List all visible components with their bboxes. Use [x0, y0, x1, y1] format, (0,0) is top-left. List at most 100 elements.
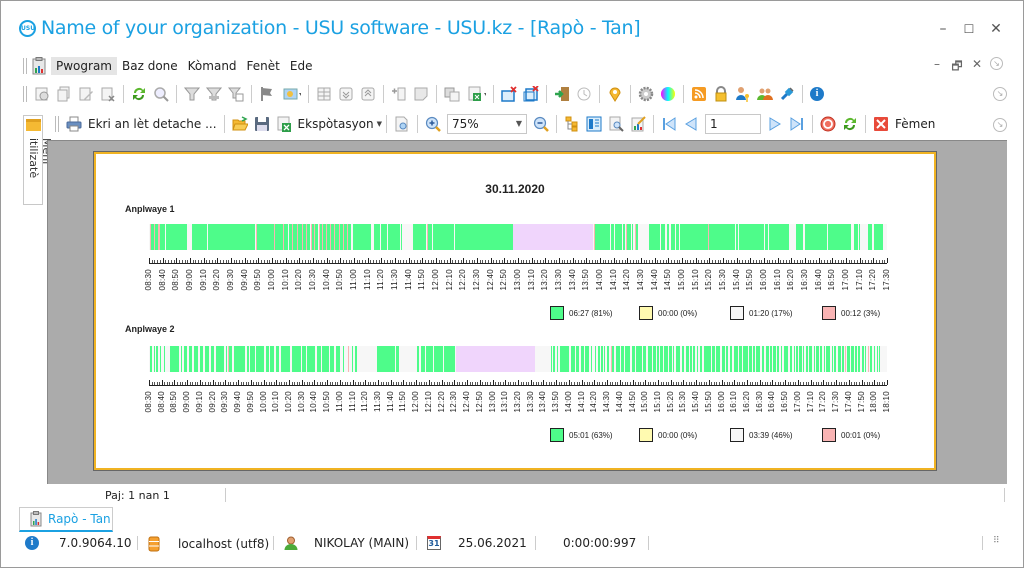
axis-tick — [690, 260, 692, 263]
next-page-icon[interactable] — [767, 116, 783, 132]
copy-icon[interactable] — [56, 86, 72, 102]
zoom-select[interactable]: 75% ▼ — [447, 114, 528, 134]
axis-tick — [769, 382, 771, 385]
filter-check-icon[interactable] — [228, 86, 244, 102]
flag-icon[interactable] — [259, 86, 275, 102]
menu-komand[interactable]: Kòmand — [187, 59, 237, 73]
resize-grip[interactable]: ⠿ — [993, 536, 1000, 546]
previous-page-icon[interactable] — [683, 116, 699, 132]
toolbar-options-icon[interactable]: ↘ — [993, 87, 1007, 101]
add-icon[interactable] — [34, 86, 50, 102]
toolbar-grip[interactable] — [55, 116, 59, 132]
rss-icon[interactable] — [691, 86, 707, 102]
add-row-icon[interactable] — [391, 86, 407, 102]
page-number-value: 1 — [710, 117, 718, 131]
note-icon[interactable] — [413, 86, 429, 102]
mdi-close-button[interactable]: ✕ — [971, 57, 983, 71]
stop-icon[interactable] — [820, 116, 836, 132]
toolbar-grip[interactable] — [23, 86, 27, 102]
toolbar-options-icon[interactable]: ↘ — [993, 118, 1007, 132]
print-button[interactable]: Ekri an lèt detache ... — [63, 116, 220, 132]
tab-rapo-tan[interactable]: Rapò - Tan — [19, 507, 113, 532]
window-close-all-icon[interactable] — [523, 86, 539, 102]
mdi-minimize-button[interactable]: – — [934, 57, 940, 71]
axis-tick — [764, 382, 766, 385]
columns-icon[interactable] — [316, 86, 332, 102]
clock-icon[interactable] — [576, 86, 592, 102]
report-preview-area[interactable]: 30.11.2020 Anplwaye 1 08:30 08:40 08:50 09:0… — [47, 140, 1007, 484]
axis-tick — [563, 382, 565, 385]
refresh-icon[interactable] — [842, 116, 858, 132]
maximize-button[interactable]: ☐ — [963, 22, 975, 36]
timeline-segment-other — [283, 224, 285, 250]
layout-icon[interactable] — [586, 116, 602, 132]
menu-ede[interactable]: Ede — [289, 59, 313, 73]
report-edit-icon[interactable] — [630, 116, 646, 132]
mdi-restore-button[interactable]: 🗗 — [951, 59, 963, 73]
page-preview-icon[interactable] — [394, 116, 410, 132]
tick-label: 11:50 — [398, 391, 408, 412]
tick-label: 13:20 — [540, 269, 550, 291]
color-wheel-icon[interactable] — [660, 86, 676, 102]
axis-tick — [380, 382, 382, 385]
menu-fenet[interactable]: Fenèt — [246, 59, 280, 73]
menu-pwogram[interactable]: Pwogram — [51, 57, 117, 75]
settings-icon[interactable] — [638, 86, 654, 102]
timeline-segment-work — [317, 346, 322, 372]
zoom-out-icon[interactable] — [533, 116, 549, 132]
minimize-button[interactable]: – — [939, 21, 947, 37]
plugin-icon[interactable] — [779, 86, 795, 102]
document-map-icon[interactable] — [564, 116, 580, 132]
filter-clear-icon[interactable] — [206, 86, 222, 102]
find-icon[interactable] — [608, 116, 624, 132]
search-icon[interactable] — [153, 86, 169, 102]
filter-icon[interactable] — [184, 86, 200, 102]
page-number-input[interactable]: 1 — [705, 114, 762, 134]
excel-export-icon[interactable] — [466, 86, 486, 102]
close-button[interactable]: ✕ — [990, 21, 1002, 37]
expand-icon[interactable] — [338, 86, 354, 102]
zoom-in-icon[interactable] — [425, 116, 441, 132]
axis-tick — [823, 380, 825, 385]
axis-tick — [395, 382, 397, 385]
tick-label: 16:50 — [780, 391, 790, 413]
collapse-icon[interactable] — [360, 86, 376, 102]
last-page-icon[interactable] — [789, 116, 805, 132]
axis-tick — [405, 260, 407, 263]
delete-icon[interactable] — [100, 86, 116, 102]
menu-grip[interactable] — [23, 58, 27, 74]
info-icon[interactable]: i — [810, 87, 824, 101]
open-folder-icon[interactable] — [231, 116, 248, 132]
separator — [416, 536, 417, 550]
axis-tick — [170, 260, 172, 263]
save-icon[interactable] — [254, 116, 270, 132]
export-dropdown[interactable]: Ekspòtasyon ▼ — [273, 116, 382, 132]
users-icon[interactable] — [757, 86, 773, 102]
menu-baz-done[interactable]: Baz done — [122, 59, 178, 73]
location-icon[interactable] — [607, 86, 623, 102]
exit-icon[interactable] — [554, 86, 570, 102]
timeline-segment-work — [199, 346, 203, 372]
timeline-segment-work — [756, 346, 761, 372]
timeline-segment-work — [207, 224, 222, 250]
first-page-icon[interactable] — [661, 116, 677, 132]
refresh-icon[interactable] — [131, 86, 147, 102]
axis-tick — [313, 258, 314, 263]
timeline-segment-other — [330, 224, 332, 250]
close-report-button[interactable]: Fèmen — [870, 116, 938, 132]
edit-icon[interactable] — [78, 86, 94, 102]
axis-tick — [359, 260, 361, 263]
mdi-options-icon[interactable]: ↘ — [990, 57, 1003, 70]
axis-tick — [154, 382, 156, 385]
legend-text: 00:00 (0%) — [658, 430, 698, 440]
axis-tick — [829, 260, 831, 263]
timeline-segment-work — [159, 224, 165, 250]
window-close-icon[interactable] — [501, 86, 517, 102]
lock-icon[interactable] — [713, 86, 729, 102]
user-key-icon[interactable] — [735, 86, 751, 102]
export-icon[interactable] — [444, 86, 460, 102]
image-icon[interactable] — [281, 86, 301, 102]
axis-tick — [207, 382, 209, 385]
user-menu-panel-tab[interactable]: Meni itilizatè — [23, 115, 53, 205]
timeline-segment-work — [669, 346, 672, 372]
